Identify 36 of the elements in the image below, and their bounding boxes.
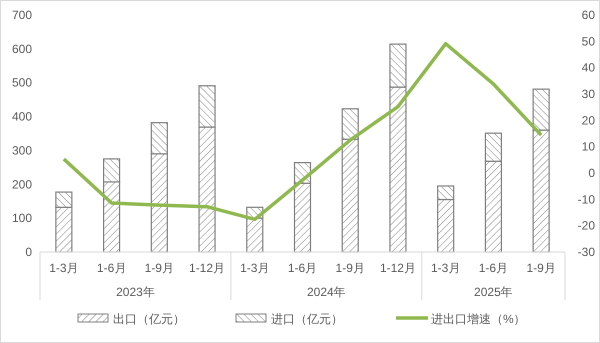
text: 2025年 — [474, 285, 513, 299]
y-tick-label: 100 — [12, 211, 32, 226]
x-tick-label: 1-9月 — [336, 261, 365, 275]
y2-tick-label: 60 — [582, 8, 596, 22]
x-tick-label: 1-12月 — [380, 261, 416, 275]
y-tick-label: 200 — [12, 177, 32, 192]
line-series — [62, 42, 543, 222]
y-tick-label: 400 — [12, 110, 32, 124]
x-tick-label: 1-12月 — [189, 261, 226, 275]
y2-tick-label: -30 — [578, 245, 596, 259]
legend-label: 进出口增速（%） — [431, 312, 526, 326]
y2-tick-label: -10 — [578, 192, 596, 206]
y2-tick-label: 30 — [582, 87, 596, 101]
y-tick-label: 300 — [12, 143, 32, 158]
y2-tick-label: 10 — [582, 140, 596, 154]
y-tick-label: 0 — [25, 245, 32, 259]
x-tick-label: 1-6月 — [288, 261, 318, 275]
y2-tick-label: 40 — [582, 60, 596, 75]
x-tick-label: 1-6月 — [478, 261, 508, 275]
x-tick-label: 1-3月 — [49, 261, 79, 275]
y-tick-label: 600 — [12, 42, 32, 56]
legend-label: 出口（亿元） — [113, 312, 185, 326]
text: 2023年 — [116, 285, 155, 299]
y-tick-label: 700 — [12, 8, 32, 22]
x-tick-label: 1-3月 — [240, 261, 270, 275]
text: 2024年 — [307, 285, 346, 299]
y-tick-label: 500 — [12, 76, 32, 90]
legend-label: 进口（亿元） — [271, 312, 343, 326]
x-tick-label: 1-3月 — [431, 261, 460, 275]
y2-tick-label: 50 — [582, 34, 596, 48]
x-tick-label: 1-9月 — [144, 261, 174, 275]
x-tick-label: 1-9月 — [526, 261, 556, 275]
y2-tick-label: 20 — [582, 113, 596, 128]
x-tick-label: 1-6月 — [96, 261, 126, 275]
y2-tick-label: 0 — [588, 166, 596, 180]
y2-tick-label: -20 — [578, 218, 596, 233]
